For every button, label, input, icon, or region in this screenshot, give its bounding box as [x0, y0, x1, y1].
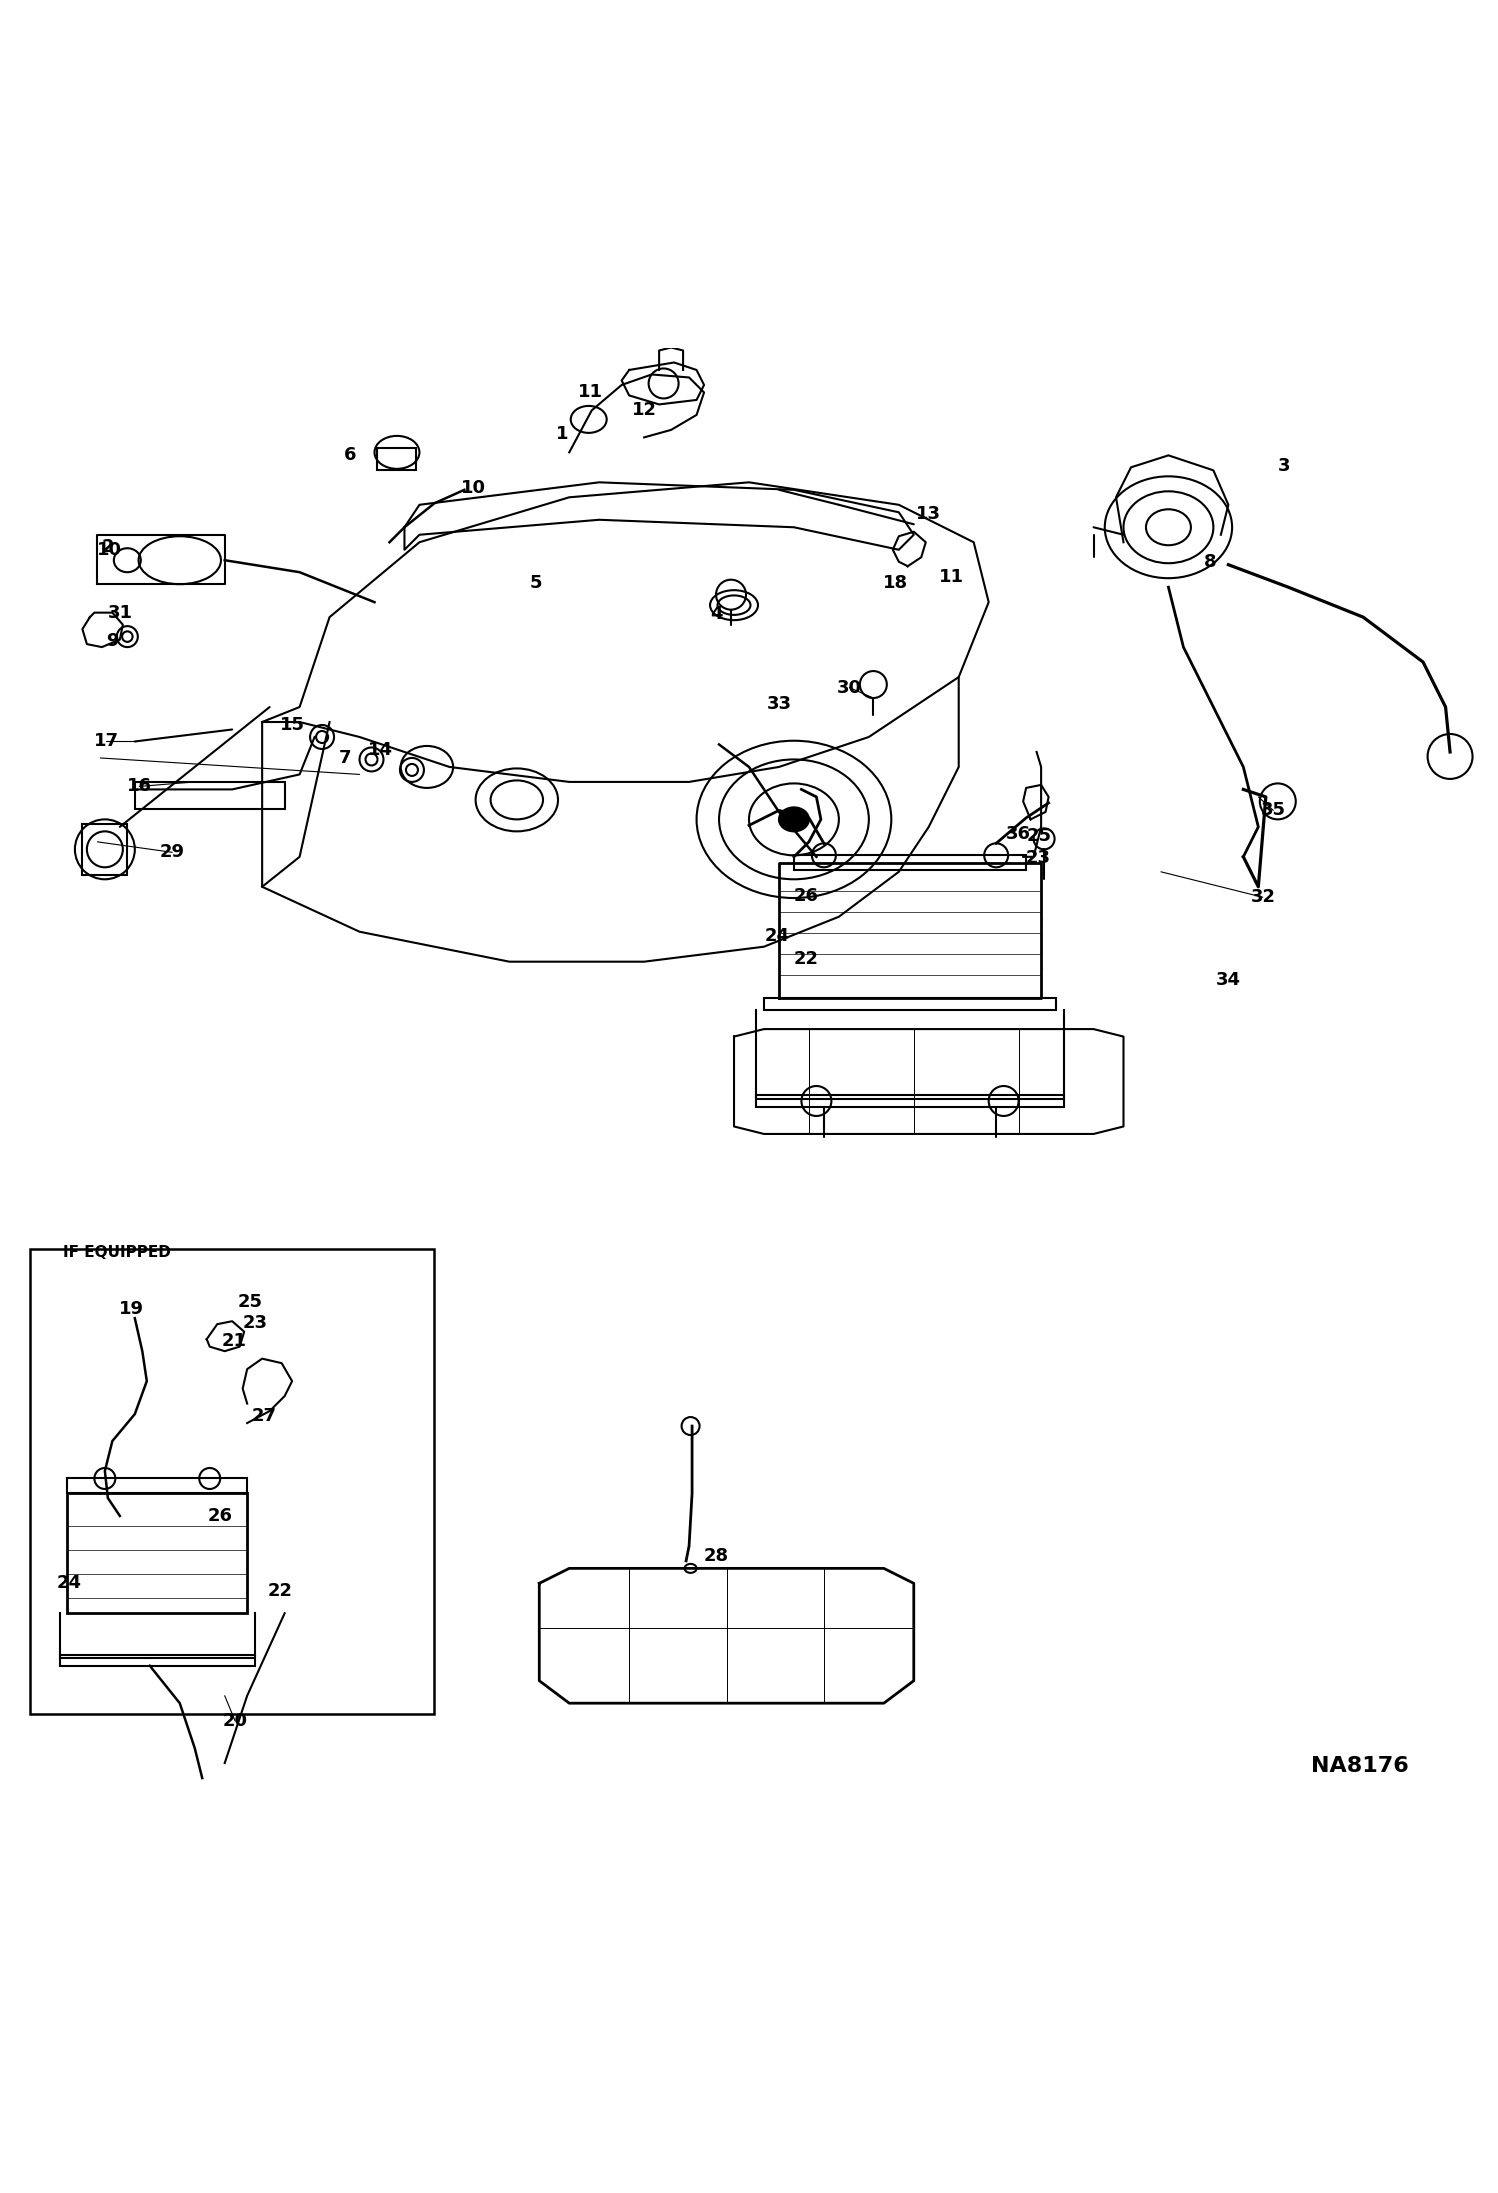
Text: 23: 23 [243, 1314, 267, 1331]
Text: 12: 12 [632, 401, 656, 419]
Text: 32: 32 [1251, 888, 1275, 906]
Bar [377, 447, 416, 469]
Text: 10: 10 [461, 480, 485, 498]
Text: 28: 28 [704, 1548, 728, 1566]
Text: 18: 18 [884, 575, 908, 592]
Text: 11: 11 [578, 384, 602, 401]
Text: 24: 24 [765, 928, 789, 945]
Text: 14: 14 [369, 741, 392, 759]
Text: 8: 8 [1204, 553, 1216, 570]
Text: 31: 31 [108, 603, 132, 621]
Text: 13: 13 [917, 504, 941, 522]
Text: 21: 21 [222, 1331, 246, 1349]
Text: 35: 35 [1261, 800, 1285, 820]
Bar [30, 1250, 434, 1713]
Text: 26: 26 [794, 886, 818, 906]
Text: 10: 10 [97, 542, 121, 559]
Bar [794, 855, 1026, 871]
Bar [764, 998, 1056, 1009]
Text: IF EQUIPPED: IF EQUIPPED [63, 1246, 171, 1259]
Text: 22: 22 [268, 1581, 292, 1601]
Text: 20: 20 [223, 1713, 247, 1730]
Text: 25: 25 [238, 1292, 262, 1311]
Text: 36: 36 [1007, 825, 1031, 844]
Text: 4: 4 [710, 605, 722, 623]
Text: NA8176: NA8176 [1311, 1757, 1410, 1776]
Text: 5: 5 [530, 575, 542, 592]
Text: 34: 34 [1216, 971, 1240, 989]
Bar [67, 1493, 247, 1614]
Text: 29: 29 [160, 844, 184, 862]
Bar [756, 1094, 1064, 1107]
Bar [67, 1478, 247, 1493]
Text: 6: 6 [345, 447, 357, 465]
Text: 9: 9 [106, 632, 118, 649]
Text: 27: 27 [252, 1406, 276, 1425]
Text: 3: 3 [1278, 456, 1290, 476]
Text: 15: 15 [280, 715, 304, 735]
Text: 19: 19 [120, 1300, 144, 1318]
Text: 11: 11 [939, 568, 963, 586]
Text: 7: 7 [339, 750, 351, 768]
Bar [135, 783, 285, 809]
Text: 17: 17 [94, 732, 118, 750]
Text: 2: 2 [102, 537, 114, 555]
Text: 26: 26 [208, 1507, 232, 1524]
Text: 30: 30 [837, 678, 861, 697]
Text: 1: 1 [556, 425, 568, 443]
Ellipse shape [779, 807, 809, 831]
Text: 33: 33 [767, 695, 791, 713]
Text: 16: 16 [127, 776, 151, 796]
Text: 25: 25 [1028, 827, 1052, 844]
Bar [82, 825, 127, 875]
Text: 23: 23 [1026, 849, 1050, 866]
Bar [60, 1656, 255, 1667]
Text: 22: 22 [794, 950, 818, 967]
Text: 24: 24 [57, 1575, 81, 1592]
